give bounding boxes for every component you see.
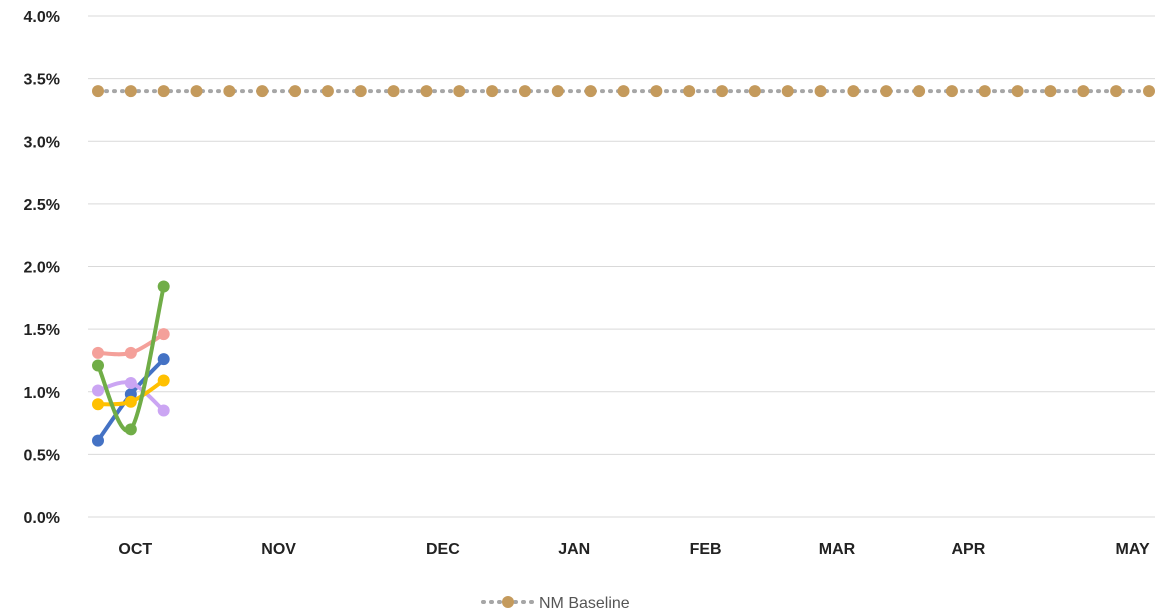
series-point (157, 404, 170, 417)
series-point (92, 434, 104, 447)
baseline-point (354, 85, 367, 98)
baseline-point (256, 85, 269, 98)
baseline-point (92, 85, 104, 98)
series-point (124, 423, 137, 436)
y-axis-tick-labels: 0.0% 0.5% 1.0% 1.5% 2.0% 2.5% 3.0% 3.5% 4.0% (24, 9, 60, 527)
baseline-point (1011, 85, 1024, 98)
series-point (92, 346, 104, 359)
baseline-point (617, 85, 630, 98)
y-tick-label: 3.5% (24, 72, 60, 89)
baseline-point (387, 85, 400, 98)
y-tick-label: 0.5% (24, 447, 60, 464)
y-tick-label: 2.5% (24, 197, 60, 214)
baseline-point (1110, 85, 1123, 98)
x-tick-label-jan: JAN (558, 541, 590, 558)
x-tick-label-feb: FEB (690, 541, 722, 558)
baseline-point (190, 85, 203, 98)
y-tick-label: 1.5% (24, 322, 60, 339)
baseline-point (486, 85, 499, 98)
baseline-point (847, 85, 860, 98)
baseline-point (880, 85, 893, 98)
series-point (92, 398, 104, 411)
gridlines (88, 15, 1155, 518)
series-layer (92, 280, 170, 447)
y-tick-label: 2.0% (24, 260, 60, 277)
baseline-point (1044, 85, 1057, 98)
baseline-point (716, 85, 729, 98)
series-point (157, 374, 170, 387)
legend: NM Baseline (481, 595, 630, 612)
y-tick-label: 4.0% (24, 9, 60, 26)
x-tick-label-oct: OCT (118, 541, 152, 558)
baseline-point (518, 85, 531, 98)
baseline-point (945, 85, 958, 98)
baseline-point (781, 85, 794, 98)
baseline-point (124, 85, 137, 98)
x-tick-label-apr: APR (951, 541, 985, 558)
baseline-point (683, 85, 696, 98)
baseline-point (748, 85, 761, 98)
baseline-point (913, 85, 926, 98)
baseline-point (453, 85, 466, 98)
series-point (124, 346, 137, 359)
baseline-point (223, 85, 236, 98)
legend-label-nm-baseline: NM Baseline (539, 595, 630, 612)
x-tick-label-may: MAY (1116, 541, 1150, 558)
baseline-point (289, 85, 302, 98)
y-tick-label: 1.0% (24, 385, 60, 402)
baseline-series (92, 85, 1155, 98)
baseline-point (321, 85, 334, 98)
series-point (124, 395, 137, 408)
baseline-point (584, 85, 597, 98)
series-point (92, 384, 104, 397)
x-tick-label-dec: DEC (426, 541, 460, 558)
legend-marker-swatch (502, 596, 514, 608)
baseline-point (978, 85, 991, 98)
series-point (157, 353, 170, 366)
series-point (157, 280, 170, 293)
baseline-point (420, 85, 433, 98)
x-axis-tick-labels: OCT NOV DEC JAN FEB MAR APR MAY (118, 541, 1150, 558)
baseline-point (1143, 85, 1155, 98)
x-tick-label-nov: NOV (261, 541, 296, 558)
series-point (157, 328, 170, 341)
baseline-point (157, 85, 170, 98)
baseline-point (551, 85, 564, 98)
baseline-point (1077, 85, 1090, 98)
y-tick-label: 0.0% (24, 510, 60, 527)
baseline-point (814, 85, 827, 98)
series-4 (92, 374, 170, 411)
series-1 (92, 328, 170, 359)
series-point (124, 376, 137, 389)
series-5 (92, 280, 170, 436)
y-tick-label: 3.0% (24, 134, 60, 151)
baseline-point (650, 85, 663, 98)
series-point (92, 359, 104, 372)
x-tick-label-mar: MAR (819, 541, 856, 558)
